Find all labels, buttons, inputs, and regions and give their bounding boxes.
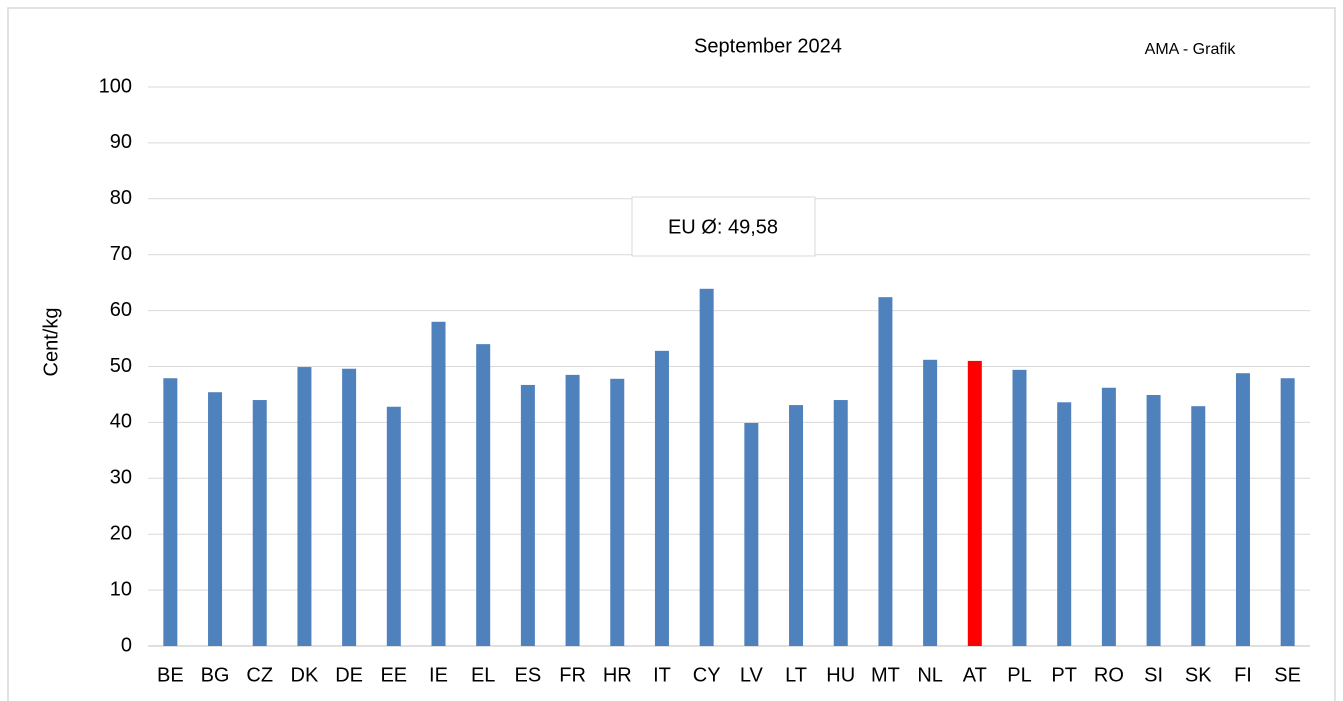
x-tick-label: AT xyxy=(963,664,987,686)
y-axis-label: Cent/kg xyxy=(40,308,62,377)
x-tick-label: SI xyxy=(1144,664,1163,686)
x-tick-label: BG xyxy=(201,664,230,686)
x-tick-label: DK xyxy=(291,664,319,686)
x-tick-label: LV xyxy=(740,664,764,686)
annotation-box xyxy=(631,196,816,257)
y-tick-label: 10 xyxy=(110,578,132,600)
chart-title: September 2024 xyxy=(694,35,842,57)
x-tick-label: FI xyxy=(1234,664,1252,686)
y-tick-label: 50 xyxy=(110,355,132,377)
x-tick-label: FR xyxy=(559,664,586,686)
y-tick-label: 30 xyxy=(110,467,132,489)
x-tick-label: HU xyxy=(826,664,855,686)
x-tick-label: MT xyxy=(871,664,900,686)
bar xyxy=(208,392,223,646)
bar xyxy=(923,359,938,646)
bar xyxy=(252,400,267,646)
bar xyxy=(610,378,625,646)
bar xyxy=(654,350,669,646)
y-tick-label: 90 xyxy=(110,131,132,153)
x-tick-label: IT xyxy=(653,664,671,686)
bar xyxy=(699,288,714,646)
bar xyxy=(1280,378,1295,646)
x-tick-label: CZ xyxy=(246,664,273,686)
x-tick-label: CY xyxy=(693,664,721,686)
bar xyxy=(520,384,535,646)
bar xyxy=(744,422,759,646)
x-tick-label: RO xyxy=(1094,664,1124,686)
x-tick-label: SK xyxy=(1185,664,1212,686)
bar xyxy=(565,374,580,646)
y-tick-label: 100 xyxy=(99,75,132,97)
bar xyxy=(1191,406,1206,646)
bar xyxy=(297,367,312,646)
annotation: EU Ø: 49,58 xyxy=(668,216,778,238)
x-tick-label: IE xyxy=(429,664,448,686)
plot: 0 10 20 30 40 50 60 70 80 90 100 BE BG CZ DK DE EE IE EL ES… xyxy=(99,75,1310,686)
y-tick-label: 60 xyxy=(110,299,132,321)
x-tick-label: LT xyxy=(785,664,807,686)
y-tick-label: 0 xyxy=(121,634,132,656)
y-tick-label: 70 xyxy=(110,243,132,265)
bar xyxy=(163,378,178,646)
bar xyxy=(431,321,446,646)
x-tick-label: ES xyxy=(515,664,542,686)
bar xyxy=(1101,387,1116,646)
x-tick-label: SE xyxy=(1274,664,1301,686)
bar xyxy=(342,368,357,646)
bar xyxy=(1057,402,1072,646)
x-tick-label: EE xyxy=(380,664,407,686)
x-tick-label: EL xyxy=(471,664,495,686)
bar xyxy=(1235,373,1250,646)
chart-frame xyxy=(7,7,1336,701)
bar xyxy=(476,344,491,646)
bar xyxy=(833,400,848,646)
bar xyxy=(386,406,401,646)
bar xyxy=(1146,395,1161,646)
y-tick-label: 40 xyxy=(110,411,132,433)
bar xyxy=(789,405,804,646)
bar xyxy=(967,360,982,646)
x-tick-label: NL xyxy=(917,664,943,686)
x-tick-label: PL xyxy=(1007,664,1031,686)
x-tick-label: DE xyxy=(335,664,363,686)
x-tick-label: PT xyxy=(1051,664,1077,686)
source-label: AMA - Grafik xyxy=(1145,41,1237,58)
bar xyxy=(878,297,893,646)
y-tick-label: 80 xyxy=(110,187,132,209)
x-tick-label: BE xyxy=(157,664,184,686)
y-tick-label: 20 xyxy=(110,522,132,544)
x-tick-label: HR xyxy=(603,664,632,686)
bar xyxy=(1012,369,1027,646)
